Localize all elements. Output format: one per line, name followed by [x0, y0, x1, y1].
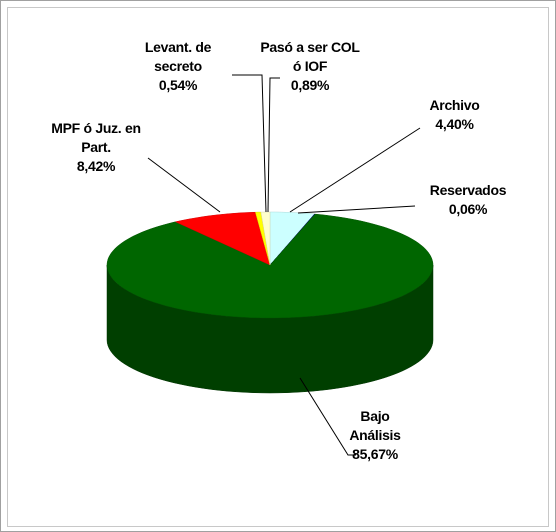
slice-label: Pasó a ser COL ó IOF 0,89%: [260, 38, 360, 95]
leader-line: [267, 77, 280, 213]
leader-line: [299, 377, 356, 456]
leader-line: [289, 127, 421, 213]
category-name: Pasó a ser COL ó IOF: [260, 39, 360, 74]
slice: [260, 211, 271, 266]
category-name: Levant. de secreto: [144, 39, 212, 74]
slice: [174, 211, 271, 266]
slice-label: Reservados 0,06%: [420, 181, 516, 219]
slice-label: Bajo Análisis 85,67%: [345, 407, 405, 464]
value-label: 8,42%: [76, 158, 116, 174]
category-name: MPF ó Juz. en Part.: [51, 120, 141, 155]
slice-label: Levant. de secreto 0,54%: [128, 38, 228, 95]
plot-area: [7, 7, 549, 527]
value-label: 0,89%: [290, 77, 330, 93]
slice-label: MPF ó Juz. en Part. 8,42%: [46, 119, 146, 176]
leader-line: [147, 157, 221, 213]
leader-line: [297, 205, 416, 214]
value-label: 85,67%: [352, 446, 398, 462]
value-label: 0,06%: [448, 201, 488, 217]
category-name: Reservados: [429, 182, 507, 198]
slice-tops: [106, 211, 434, 319]
slice-label: Archivo 4,40%: [412, 96, 497, 134]
category-name: Archivo: [429, 97, 480, 113]
slice: [106, 213, 434, 319]
value-label: 4,40%: [435, 116, 474, 132]
value-label: 0,54%: [158, 77, 198, 93]
leader-line: [232, 74, 267, 213]
slice: [269, 211, 316, 266]
category-name: Bajo Análisis: [349, 408, 401, 443]
